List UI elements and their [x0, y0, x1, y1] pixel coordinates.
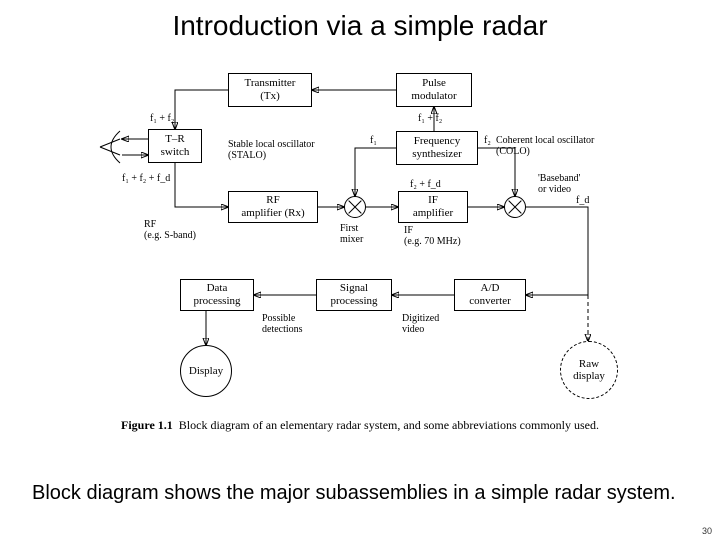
mixer-first-icon [344, 196, 366, 218]
label-first-mixer: First mixer [340, 223, 363, 245]
node-rf-amplifier: RF amplifier (Rx) [228, 191, 318, 223]
node-signal-processing: Signal processing [316, 279, 392, 311]
label-f2fd: f₂ + f_d [410, 179, 441, 190]
node-raw-display: Raw display [560, 341, 618, 399]
label-colo: Coherent local oscillator (COLO) [496, 135, 596, 157]
node-transmitter: Transmitter (Tx) [228, 73, 312, 107]
slide-subtitle: Block diagram shows the major subassembl… [32, 481, 680, 506]
label-f1f2fd-antenna-bottom: f₁ + f₂ + f_d [122, 173, 170, 184]
node-if-amplifier: IF amplifier [398, 191, 468, 223]
figure-caption-label: Figure 1.1 [121, 418, 173, 432]
node-tr-switch: T–R switch [148, 129, 202, 163]
figure-caption-text: Block diagram of an elementary radar sys… [179, 418, 599, 432]
label-f1f2-antenna-top: f₁ + f₂ [150, 113, 174, 124]
label-f2: f₂ [484, 135, 491, 146]
page-number: 30 [702, 526, 712, 536]
node-ad-converter: A/D converter [454, 279, 526, 311]
page-title: Introduction via a simple radar [0, 10, 720, 42]
label-digitized-video: Digitized video [402, 313, 439, 335]
node-frequency-synthesizer: Frequency synthesizer [396, 131, 478, 165]
antenna-icon [96, 127, 122, 167]
label-f1f2-pulsemod: f₁ + f₂ [418, 113, 442, 124]
node-display: Display [180, 345, 232, 397]
label-possible-detections: Possible detections [262, 313, 303, 335]
figure-caption: Figure 1.1 Block diagram of an elementar… [0, 418, 720, 433]
label-if-band: IF (e.g. 70 MHz) [404, 225, 461, 247]
label-fd: f_d [576, 195, 589, 206]
label-stalo: Stable local oscillator (STALO) [228, 139, 328, 161]
label-f1: f₁ [370, 135, 377, 146]
node-pulse-modulator: Pulse modulator [396, 73, 472, 107]
mixer-second-icon [504, 196, 526, 218]
label-rf-band: RF (e.g. S-band) [144, 219, 196, 241]
node-data-processing: Data processing [180, 279, 254, 311]
label-baseband: 'Baseband' or video [538, 173, 580, 195]
radar-block-diagram: Transmitter (Tx) Pulse modulator T–R swi… [0, 55, 720, 435]
